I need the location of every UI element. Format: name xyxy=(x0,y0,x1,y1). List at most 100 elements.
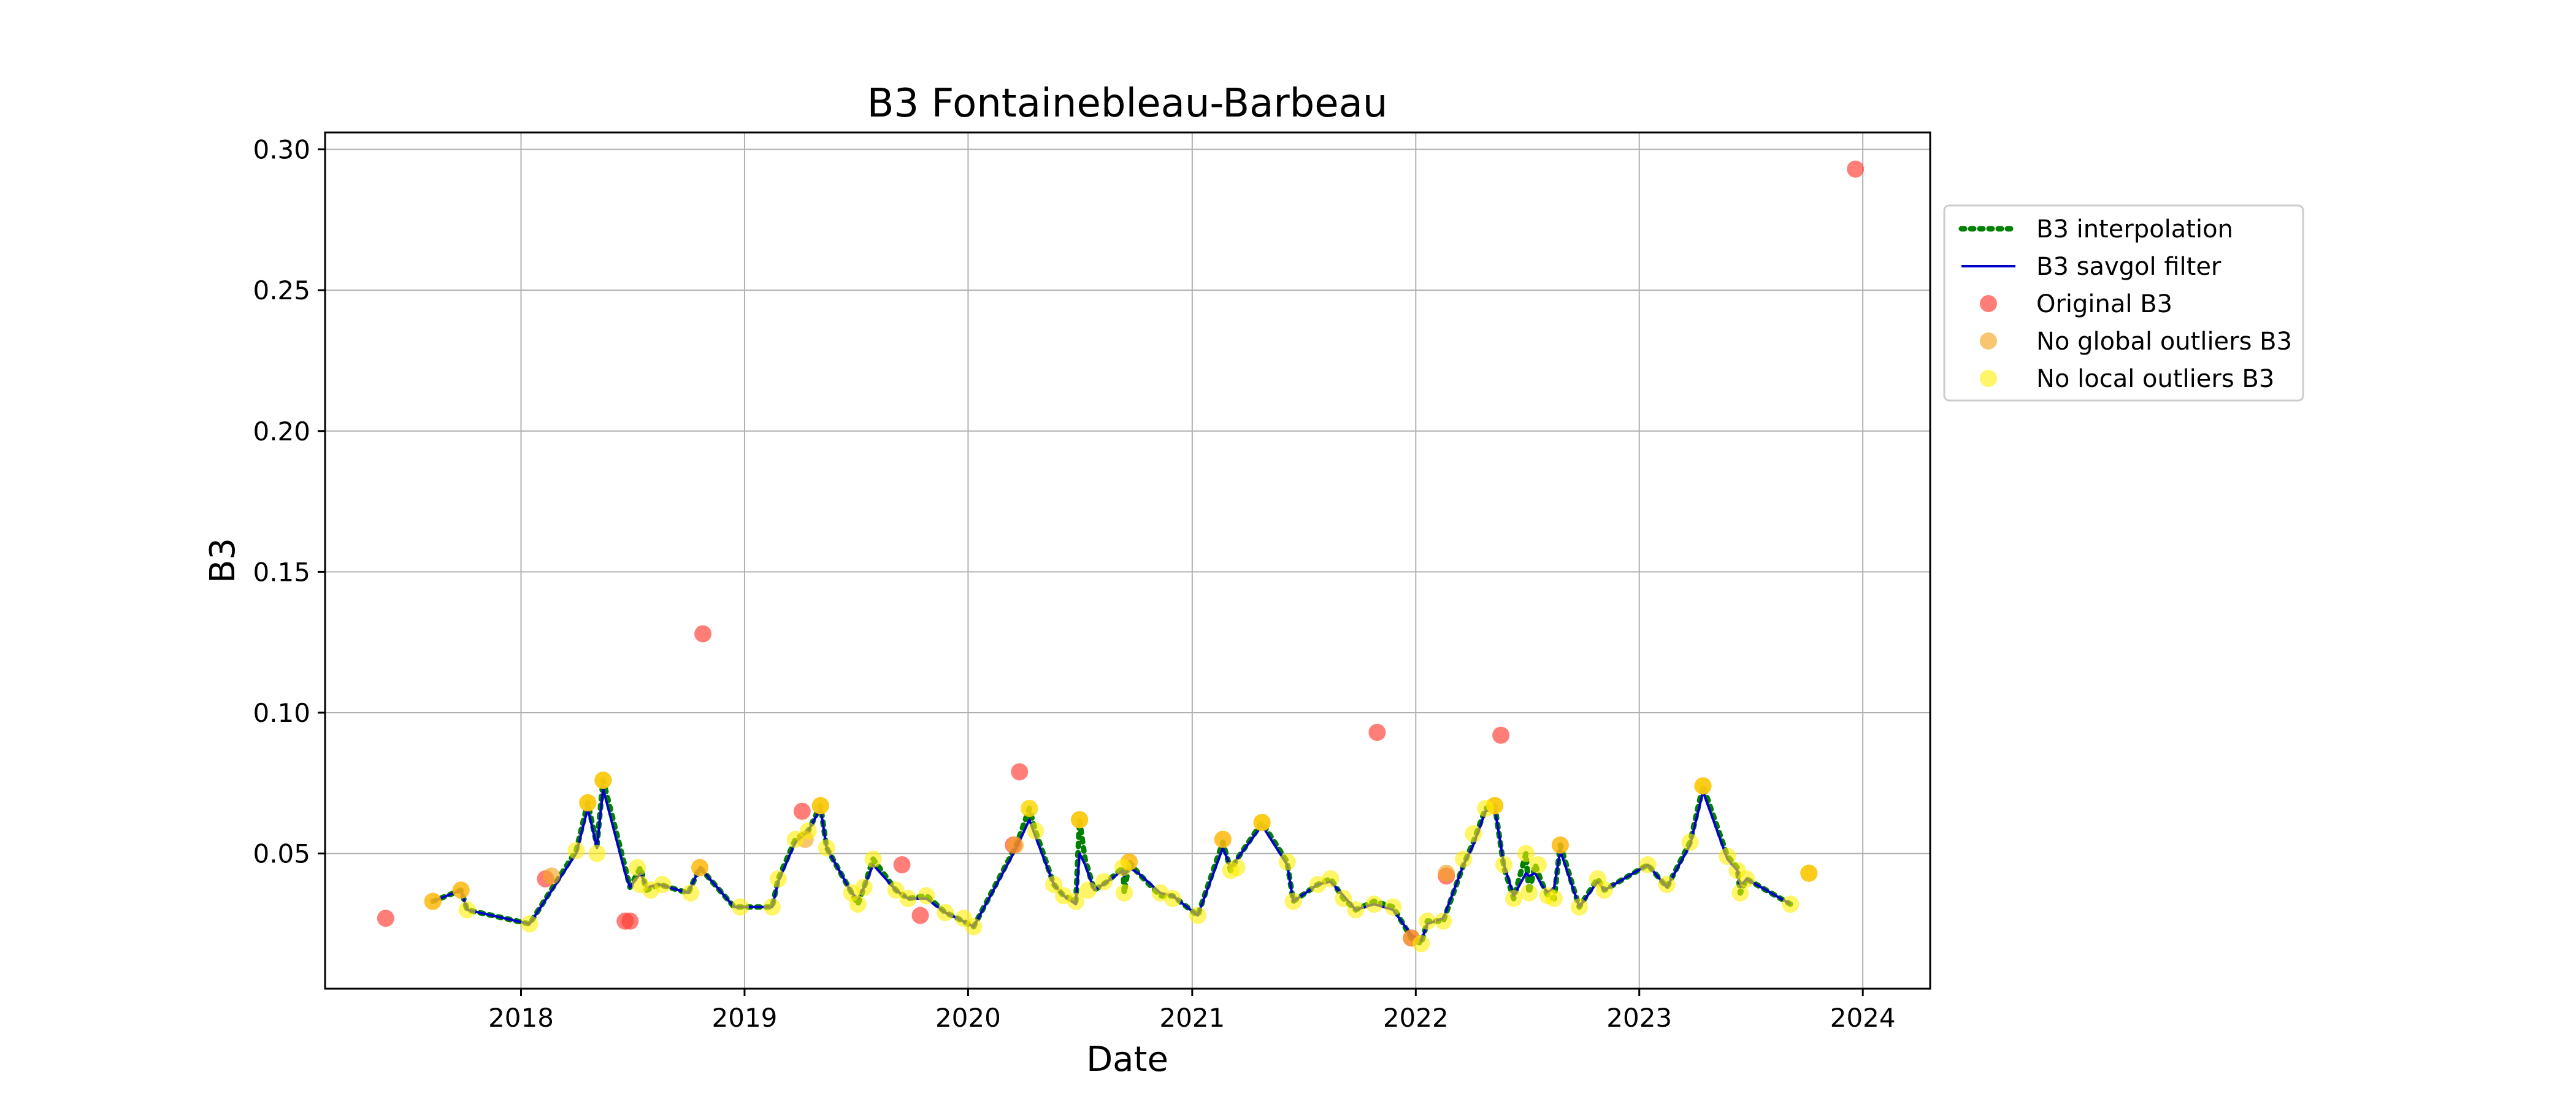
y-tick-label: 0.05 xyxy=(253,839,310,869)
original-b3-point xyxy=(893,856,911,873)
no-local-outliers-point xyxy=(682,884,700,902)
original-b3-point xyxy=(377,910,394,927)
no-local-outliers-point xyxy=(452,881,470,899)
no-local-outliers-point xyxy=(1120,853,1138,871)
no-local-outliers-point xyxy=(1455,850,1473,868)
x-tick-label: 2024 xyxy=(1830,1003,1896,1033)
no-local-outliers-point xyxy=(811,797,829,815)
no-local-outliers-point xyxy=(1189,907,1206,924)
y-tick-label: 0.10 xyxy=(253,698,310,728)
no-local-outliers-point xyxy=(579,794,597,811)
data-points xyxy=(377,160,1865,953)
no-local-outliers-point xyxy=(1465,825,1482,843)
no-local-outliers-point xyxy=(567,841,585,859)
no-local-outliers-point xyxy=(799,822,817,840)
legend: B3 interpolation B3 savgol filter Original… xyxy=(1943,204,2304,402)
no-local-outliers-point xyxy=(1214,830,1232,848)
no-local-outliers-point xyxy=(1253,814,1271,832)
no-local-outliers-point xyxy=(1163,890,1181,908)
x-tick-label: 2022 xyxy=(1383,1003,1449,1033)
no-local-outliers-point xyxy=(1551,836,1569,854)
x-axis-ticks: 2018 2019 2020 2021 2022 2023 2024 xyxy=(488,989,1896,1033)
no-local-outliers-point xyxy=(731,898,749,916)
no-local-outliers-point xyxy=(1595,881,1613,899)
no-local-outliers-point xyxy=(849,895,867,913)
original-b3-point xyxy=(1368,724,1386,742)
legend-swatch-original-b3-point xyxy=(1980,295,1997,312)
no-local-outliers-point xyxy=(1067,892,1085,910)
no-local-outliers-point xyxy=(594,772,612,789)
no-global-outliers-point xyxy=(543,867,561,885)
y-tick-label: 0.15 xyxy=(253,557,310,587)
no-local-outliers-point xyxy=(1419,912,1436,930)
no-local-outliers-point xyxy=(1384,898,1402,916)
no-local-outliers-point xyxy=(1731,884,1749,902)
legend-label: No local outliers B3 xyxy=(2036,365,2274,393)
no-local-outliers-point xyxy=(965,918,983,935)
legend-label: B3 savgol filter xyxy=(2036,253,2221,281)
original-b3-point xyxy=(1492,726,1510,744)
no-local-outliers-point xyxy=(1800,864,1818,882)
original-b3-point xyxy=(621,912,639,930)
no-local-outliers-point xyxy=(1116,884,1133,902)
no-local-outliers-point xyxy=(887,881,905,899)
no-local-outliers-point xyxy=(1658,876,1676,894)
y-tick-label: 0.25 xyxy=(253,275,310,305)
no-local-outliers-point xyxy=(769,870,787,887)
no-local-outliers-point xyxy=(1545,890,1563,908)
no-local-outliers-point xyxy=(654,876,672,894)
y-tick-label: 0.20 xyxy=(253,416,310,447)
no-local-outliers-point xyxy=(588,845,606,862)
no-local-outliers-point xyxy=(1045,876,1063,894)
no-local-outliers-point xyxy=(1309,876,1327,894)
original-b3-point xyxy=(694,625,712,643)
no-local-outliers-point xyxy=(855,878,873,896)
no-local-outliers-point xyxy=(1517,845,1535,862)
no-local-outliers-point xyxy=(1520,884,1538,902)
no-local-outliers-point xyxy=(629,859,646,876)
no-local-outliers-point xyxy=(1228,859,1246,876)
no-global-outliers-point xyxy=(1438,864,1455,882)
no-local-outliers-point xyxy=(691,859,709,876)
legend-label: No global outliers B3 xyxy=(2036,328,2292,356)
original-b3-point xyxy=(911,907,929,924)
y-axis-ticks: 0.05 0.10 0.15 0.20 0.25 0.30 xyxy=(253,135,325,869)
no-local-outliers-point xyxy=(1639,856,1657,873)
no-local-outliers-point xyxy=(1681,834,1699,851)
no-local-outliers-point xyxy=(1071,811,1089,829)
no-local-outliers-point xyxy=(1413,935,1430,953)
no-local-outliers-point xyxy=(1782,895,1800,913)
no-local-outliers-point xyxy=(1027,822,1045,840)
no-local-outliers-point xyxy=(763,898,781,916)
no-local-outliers-point xyxy=(1335,890,1352,908)
no-local-outliers-point xyxy=(899,890,917,908)
no-local-outliers-point xyxy=(1738,870,1755,887)
no-local-outliers-point xyxy=(458,901,476,919)
no-local-outliers-point xyxy=(1486,797,1504,815)
no-local-outliers-point xyxy=(1095,873,1113,891)
x-tick-label: 2023 xyxy=(1606,1003,1672,1033)
no-local-outliers-point xyxy=(818,839,835,857)
series-lines xyxy=(430,777,1793,946)
no-local-outliers-point xyxy=(1365,895,1383,913)
x-tick-label: 2020 xyxy=(935,1003,1001,1033)
x-tick-label: 2021 xyxy=(1159,1003,1225,1033)
no-local-outliers-point xyxy=(1079,881,1097,899)
chart-title: B3 Fontainebleau-Barbeau xyxy=(867,81,1388,126)
original-b3-point xyxy=(1847,160,1865,178)
no-local-outliers-point xyxy=(786,830,804,848)
no-local-outliers-point xyxy=(1284,892,1302,910)
y-tick-label: 0.30 xyxy=(253,135,310,165)
no-local-outliers-point xyxy=(521,915,539,933)
no-local-outliers-point xyxy=(1435,912,1452,930)
legend-box xyxy=(1943,204,2304,402)
no-local-outliers-point xyxy=(864,850,882,868)
legend-swatch-no-local-outliers-point xyxy=(1980,370,1997,387)
grid-lines xyxy=(325,132,1930,989)
no-global-outliers-point xyxy=(1006,836,1024,854)
plot-area-frame xyxy=(324,131,1931,990)
original-b3-point xyxy=(1011,763,1029,781)
no-local-outliers-point xyxy=(1021,800,1038,818)
no-local-outliers-point xyxy=(424,892,442,910)
legend-label: B3 interpolation xyxy=(2036,215,2233,243)
